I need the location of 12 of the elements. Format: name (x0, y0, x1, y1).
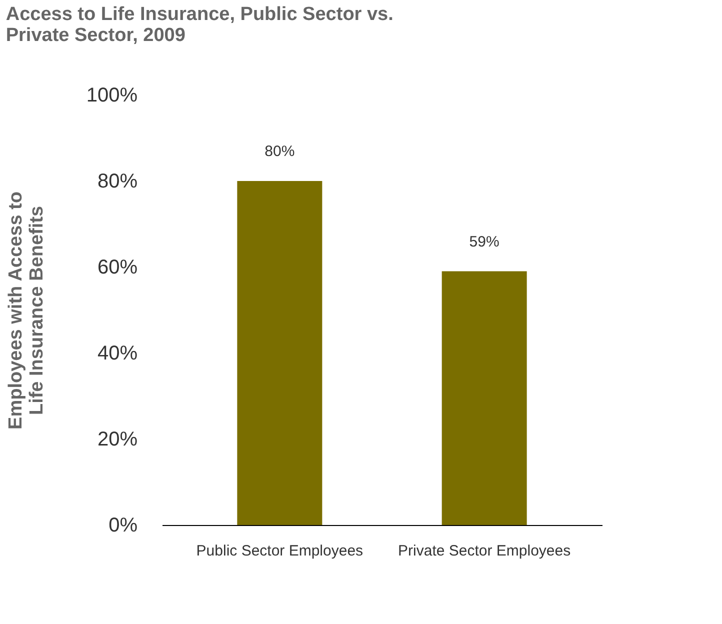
y-tick-label: 100% (86, 84, 138, 106)
y-tick-label: 60% (97, 256, 138, 278)
y-tick-label: 0% (108, 514, 138, 536)
x-tick-label: Public Sector Employees (196, 542, 364, 560)
data-label: 80% (264, 143, 295, 160)
y-tick-label: 20% (97, 428, 138, 450)
y-tick-label: 80% (97, 170, 138, 192)
data-label: 59% (469, 233, 500, 250)
y-tick-label: 40% (97, 342, 138, 364)
chart-title: Access to Life Insurance, Public Sector vs. Private Sector, 2009 (6, 4, 394, 46)
x-tick-label: Private Sector Employees (398, 542, 571, 560)
y-axis-title: Employees with Access to Life Insurance Benefits (5, 192, 48, 430)
